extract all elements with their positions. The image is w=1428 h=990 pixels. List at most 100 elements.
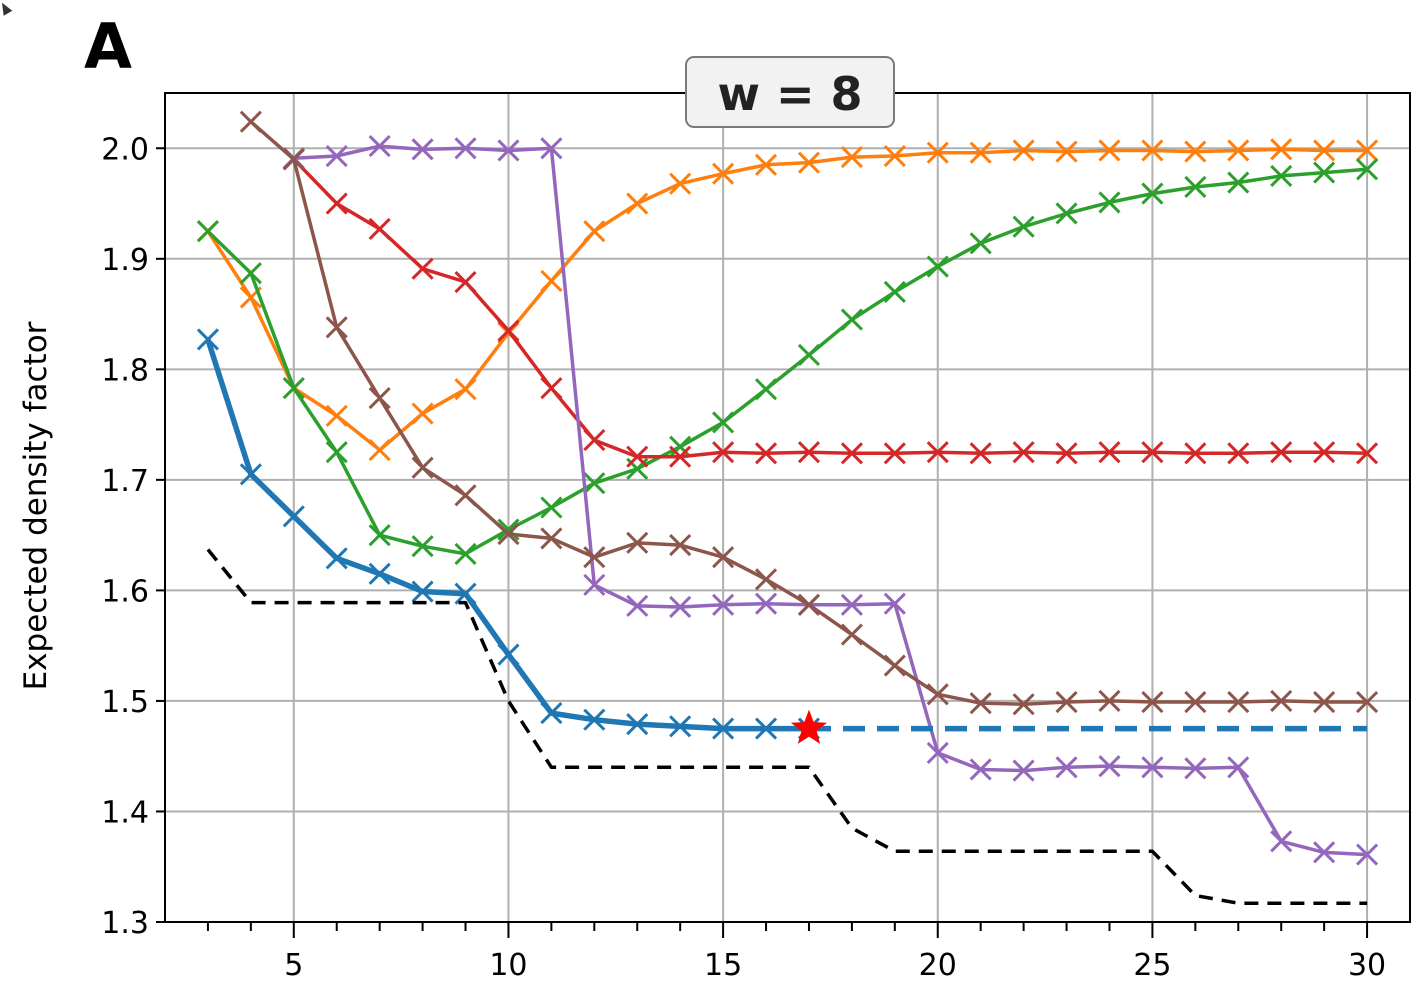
data-point [1313, 690, 1336, 714]
data-point [1184, 140, 1207, 163]
data-point [969, 232, 992, 255]
data-point [712, 441, 735, 464]
data-point [497, 522, 520, 546]
data-point [325, 316, 348, 339]
grid-layer [165, 93, 1410, 923]
data-point [368, 217, 391, 241]
data-point [840, 308, 863, 331]
data-point [411, 580, 434, 603]
data-point [325, 547, 348, 570]
data-point [754, 153, 778, 176]
data-point [1356, 442, 1379, 465]
x-tick-label: 20 [919, 948, 957, 983]
data-point [368, 438, 391, 462]
data-point [712, 593, 735, 616]
data-point [626, 713, 649, 736]
data-point [883, 654, 906, 677]
data-point [282, 377, 305, 400]
data-point [540, 527, 563, 550]
data-point [540, 496, 563, 519]
data-point [583, 472, 606, 495]
data-point [583, 708, 606, 731]
data-point [411, 456, 434, 479]
data-point [239, 110, 262, 133]
data-point [1012, 139, 1035, 162]
data-point [797, 343, 821, 367]
data-point [1055, 442, 1078, 465]
data-point [1356, 690, 1379, 714]
data-point [540, 137, 563, 160]
data-point [797, 441, 821, 464]
data-point [883, 442, 906, 465]
series-line [293, 144, 1368, 857]
data-point [540, 377, 563, 400]
data-point [1356, 139, 1379, 162]
data-point [669, 534, 692, 557]
star-marker [790, 709, 827, 744]
y-tick-label: 1.6 [101, 574, 149, 609]
data-point [1012, 441, 1035, 464]
data-point [840, 146, 863, 169]
data-point [1141, 441, 1164, 464]
data-point [1270, 164, 1293, 187]
data-point [325, 441, 348, 464]
data-point [1098, 689, 1121, 712]
data-point [368, 134, 391, 158]
data-point [754, 717, 778, 740]
series-line [206, 167, 1368, 556]
data-point [883, 144, 906, 168]
chart-title: w = 8 [717, 67, 862, 121]
data-point [969, 442, 992, 465]
data-point [239, 262, 262, 285]
series-layer [196, 110, 1379, 905]
data-point [1141, 756, 1164, 779]
x-tick-label: 15 [704, 948, 742, 983]
data-point [1055, 202, 1078, 225]
y-axis-label: Expected density factor [18, 321, 54, 690]
data-point [926, 141, 949, 164]
data-point [1098, 191, 1121, 214]
data-point [325, 144, 348, 168]
data-point [754, 568, 778, 591]
data-point [840, 623, 863, 646]
y-tick-label: 1.3 [101, 906, 149, 941]
data-point [368, 562, 391, 585]
data-point [454, 484, 477, 507]
y-tick-label: 1.4 [101, 795, 149, 830]
data-point [712, 717, 735, 740]
data-point [1141, 690, 1164, 714]
data-point [325, 404, 348, 427]
data-point [368, 524, 391, 547]
data-point [883, 592, 906, 615]
y-tick-label: 2.0 [101, 132, 149, 167]
data-point [669, 172, 692, 195]
x-tick-label: 10 [489, 948, 527, 983]
data-point [926, 683, 949, 706]
data-point [196, 220, 219, 243]
data-point [454, 542, 477, 565]
panel-letter: A [84, 10, 132, 83]
y-tick-label: 1.5 [101, 685, 149, 720]
data-point [669, 435, 692, 458]
data-point [1012, 759, 1035, 782]
data-point [239, 463, 262, 486]
data-point [669, 445, 692, 468]
data-point [411, 402, 434, 425]
data-point [926, 441, 949, 464]
data-point [797, 593, 821, 616]
data-point [368, 387, 391, 410]
data-point [797, 151, 821, 174]
data-point [1356, 843, 1379, 866]
data-point [969, 141, 992, 164]
data-point [1313, 161, 1336, 184]
data-point [1012, 215, 1035, 238]
data-point [626, 594, 649, 617]
data-point [754, 442, 778, 465]
title-box: w = 8 [685, 56, 895, 128]
data-point [712, 546, 735, 569]
data-point [411, 138, 434, 161]
data-point [411, 257, 434, 280]
data-point [712, 411, 735, 434]
data-point [282, 148, 305, 171]
